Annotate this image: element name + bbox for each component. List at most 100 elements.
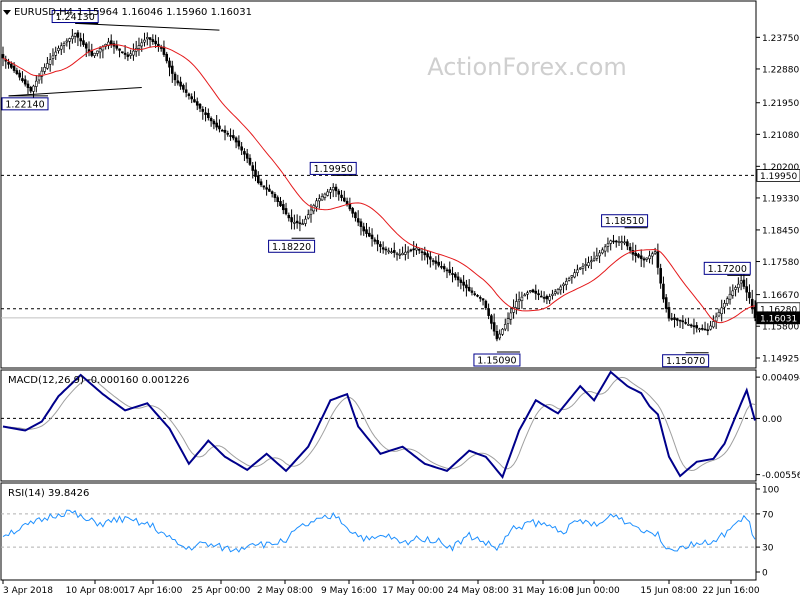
candle xyxy=(398,248,402,259)
candle xyxy=(190,93,193,104)
candle xyxy=(750,289,754,314)
candle xyxy=(484,299,488,311)
candle xyxy=(412,241,415,257)
candle xyxy=(334,183,338,198)
candle xyxy=(204,106,207,122)
candle xyxy=(193,91,196,103)
candle xyxy=(725,296,729,306)
price-tick-label: 1.22880 xyxy=(762,65,799,75)
candle xyxy=(21,71,24,83)
candle xyxy=(226,130,230,137)
candle xyxy=(623,235,626,246)
x-tick-label: 24 May 08:00 xyxy=(447,586,509,596)
candle xyxy=(48,53,52,72)
candle xyxy=(573,268,576,279)
candle xyxy=(545,294,549,305)
candle xyxy=(295,214,299,229)
candle xyxy=(448,261,452,276)
candle xyxy=(79,32,82,47)
candle xyxy=(284,202,288,216)
candle xyxy=(323,192,327,201)
candle xyxy=(478,295,482,302)
candle xyxy=(184,82,188,98)
candle xyxy=(240,142,243,156)
candle xyxy=(456,272,460,287)
price-tick-label: 1.23750 xyxy=(762,34,799,44)
candle xyxy=(65,38,69,47)
price-annotation: 1.18220 xyxy=(268,237,316,253)
title-bar: EURUSD,H4 1.15964 1.16046 1.15960 1.1603… xyxy=(3,7,252,18)
x-tick-label: 8 Jun 00:00 xyxy=(568,586,620,596)
candle xyxy=(340,190,343,202)
candle xyxy=(714,312,718,329)
price-annotation-label: 1.19950 xyxy=(314,164,353,175)
candle xyxy=(531,288,535,293)
candle xyxy=(523,293,526,297)
x-tick-label: 17 Apr 16:00 xyxy=(124,586,183,596)
candle xyxy=(578,266,582,271)
candle xyxy=(409,248,413,253)
candle xyxy=(667,302,671,322)
candle xyxy=(256,171,260,185)
candle xyxy=(232,129,235,141)
candle xyxy=(176,74,180,86)
candle xyxy=(18,69,21,81)
candle xyxy=(451,266,454,283)
watermark: ActionForex.com xyxy=(427,53,627,81)
candle xyxy=(598,250,601,263)
candle xyxy=(612,234,615,245)
candle xyxy=(723,299,726,314)
candle xyxy=(151,34,155,45)
candle xyxy=(259,178,263,188)
candle xyxy=(592,251,596,262)
candle xyxy=(567,276,571,282)
candle xyxy=(487,303,490,320)
rsi-tick-label: 30 xyxy=(762,544,774,554)
candle xyxy=(656,243,660,275)
candle xyxy=(595,247,599,262)
candle xyxy=(209,116,213,127)
candle xyxy=(442,263,446,273)
candle xyxy=(73,32,77,43)
candle xyxy=(678,319,682,329)
rsi-tick-label: 100 xyxy=(762,486,779,496)
candle xyxy=(148,37,152,48)
candle xyxy=(159,44,163,52)
candle xyxy=(187,92,191,100)
candle xyxy=(84,41,88,58)
candle xyxy=(417,247,421,254)
candle xyxy=(182,83,185,93)
candle xyxy=(46,57,49,70)
axes: 1.23750 1.22880 1.21950 1.21080 1.20200 1.193… xyxy=(2,34,800,596)
candle xyxy=(584,258,588,272)
candle xyxy=(76,30,80,47)
candle xyxy=(201,106,205,120)
candle xyxy=(415,243,418,255)
candle xyxy=(395,251,399,261)
candle xyxy=(179,76,182,90)
candle xyxy=(29,85,33,94)
candle xyxy=(290,209,293,230)
candle xyxy=(651,251,654,265)
candle xyxy=(681,315,685,329)
candle xyxy=(62,41,66,53)
candle xyxy=(262,185,266,190)
candle xyxy=(132,43,135,61)
candle xyxy=(570,274,574,284)
candle xyxy=(356,210,360,227)
macd-tick-label: 0.00 xyxy=(762,415,782,425)
candle xyxy=(279,196,282,207)
candle xyxy=(154,34,157,49)
candle xyxy=(548,293,551,304)
ohlc-readout: 1.15964 1.16046 1.15960 1.16031 xyxy=(77,7,252,18)
price-annotation: 1.22140 xyxy=(1,95,49,111)
candle xyxy=(23,75,27,87)
candle xyxy=(542,291,546,303)
candle xyxy=(329,187,332,199)
candle xyxy=(589,255,593,269)
candle xyxy=(331,183,335,198)
candle xyxy=(445,267,449,279)
price-annotation: 1.15070 xyxy=(662,352,710,368)
dropdown-triangle-icon[interactable] xyxy=(3,10,11,15)
